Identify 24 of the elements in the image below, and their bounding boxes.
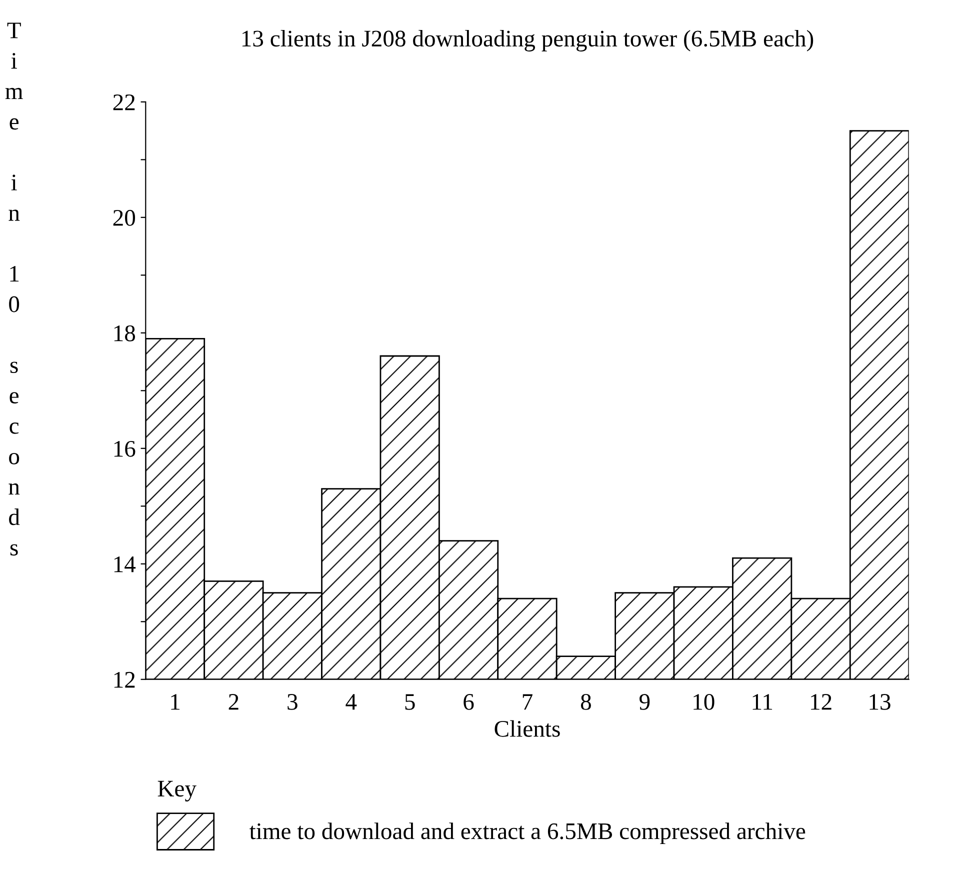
y-tick-label: 22	[113, 94, 135, 110]
x-tick-label: 13	[870, 694, 890, 710]
x-tick-label: 8	[580, 694, 591, 710]
x-tick-label: 2	[228, 694, 238, 710]
x-tick-label: 6	[464, 694, 474, 710]
x-tick-label: 9	[640, 694, 650, 710]
x-tick-label: 3	[288, 694, 298, 710]
y-tick-label: 12	[114, 672, 135, 688]
chart-title: 13 clients in J208 downloading penguin tower (6.5MB each)	[242, 30, 814, 52]
y-tick-label: 18	[114, 325, 136, 342]
y-tick-label: 14	[114, 556, 136, 572]
x-tick-label: 12	[811, 694, 832, 710]
x-tick-label: 5	[405, 694, 415, 710]
legend-label: time to download and extract a 6.5MB compressed archive	[250, 822, 806, 844]
y-tick-label: 16	[114, 440, 136, 457]
x-tick-label: 4	[346, 694, 357, 710]
x-axis-title: Clients	[494, 720, 560, 737]
x-tick-label: 7	[522, 694, 532, 710]
y-tick-label: 20	[113, 210, 136, 226]
x-tick-label: 1	[171, 694, 180, 710]
x-tick-label: 10	[694, 694, 714, 710]
legend-title: Key	[158, 780, 196, 802]
x-tick-label: 11	[752, 694, 772, 710]
text: Time in 10 seconds	[5, 22, 23, 556]
